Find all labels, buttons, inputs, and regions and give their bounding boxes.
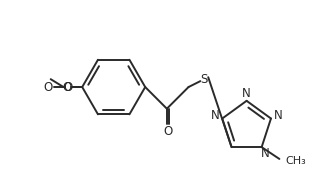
- Text: O: O: [43, 81, 53, 94]
- Text: N: N: [211, 109, 220, 122]
- Text: S: S: [201, 73, 208, 86]
- Text: O: O: [63, 81, 72, 94]
- Text: N: N: [274, 109, 282, 122]
- Text: CH₃: CH₃: [285, 156, 306, 166]
- Text: O: O: [163, 125, 172, 138]
- Text: N: N: [242, 87, 251, 100]
- Text: N: N: [261, 147, 270, 159]
- Text: O: O: [64, 81, 73, 94]
